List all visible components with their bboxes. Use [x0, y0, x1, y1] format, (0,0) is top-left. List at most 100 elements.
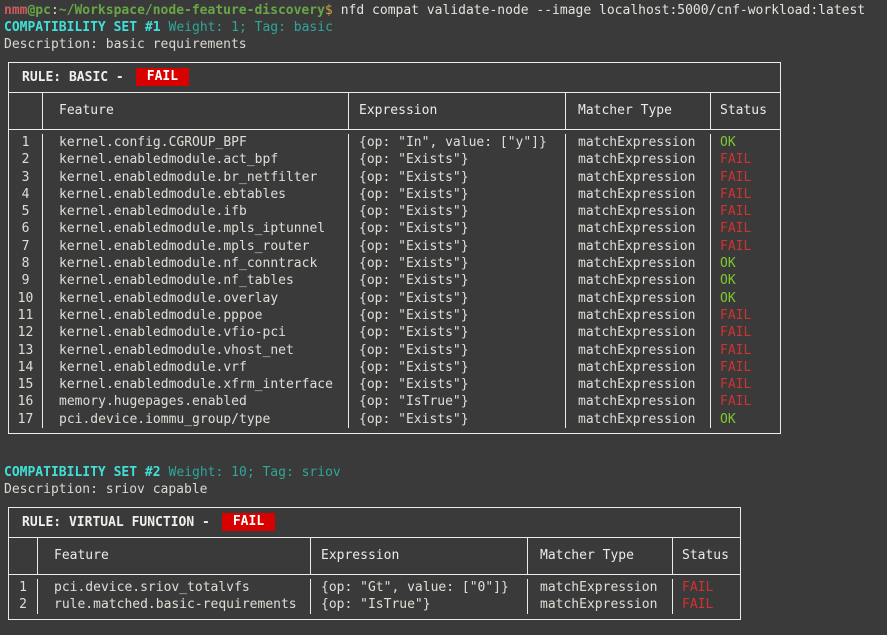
- cell-status: FAIL: [720, 377, 752, 393]
- cell-status: OK: [720, 290, 736, 306]
- cell-status: FAIL: [720, 186, 752, 202]
- table-row: 3 kernel.enabledmodule.br_netfilter {op:…: [9, 168, 780, 186]
- cell-feature: kernel.enabledmodule.nf_conntrack: [43, 255, 349, 273]
- table-row: 14 kernel.enabledmodule.vrf {op: "Exists…: [9, 358, 780, 377]
- cell-matcher: matchExpression: [566, 324, 711, 342]
- cell-feature: kernel.enabledmodule.br_netfilter: [43, 168, 349, 186]
- cell-matcher: matchExpression: [566, 255, 711, 273]
- cell-row-index: 2: [9, 151, 43, 169]
- table-row: 11 kernel.enabledmodule.pppoe {op: "Exis…: [9, 306, 780, 325]
- cell-status: OK: [720, 256, 736, 272]
- cell-matcher: matchExpression: [566, 289, 711, 307]
- rule-title-row: RULE: VIRTUAL FUNCTION - FAIL: [9, 508, 740, 539]
- cell-expression: {op: "Exists"}: [349, 324, 566, 342]
- cell-matcher: matchExpression: [566, 358, 711, 377]
- prompt-line: nmm@pc:~/Workspace/node-feature-discover…: [4, 2, 883, 19]
- table-row: 1 pci.device.sriov_totalvfs {op: "Gt", v…: [9, 579, 740, 597]
- col-header-index: [9, 538, 38, 575]
- table-body: 1 kernel.config.CGROUP_BPF {op: "In", va…: [9, 130, 780, 433]
- cell-feature: memory.hugepages.enabled: [43, 393, 349, 411]
- cell-row-index: 1: [9, 579, 38, 597]
- set-heading: COMPATIBILITY SET #2 Weight: 10; Tag: sri…: [4, 464, 883, 481]
- set-meta: Weight: 1; Tag: basic: [168, 20, 333, 35]
- cell-matcher: matchExpression: [566, 168, 711, 186]
- cell-matcher: matchExpression: [528, 579, 673, 597]
- cell-matcher: matchExpression: [566, 410, 711, 429]
- cell-status: FAIL: [720, 152, 752, 168]
- rule-status-badge: FAIL: [135, 68, 190, 86]
- cell-row-index: 2: [9, 596, 38, 614]
- set-title: COMPATIBILITY SET #1: [4, 20, 161, 35]
- col-header-matcher: Matcher Type: [566, 93, 711, 129]
- prompt-path: ~/Workspace/node-feature-discovery: [58, 3, 325, 18]
- cell-row-index: 15: [9, 376, 43, 394]
- col-header-feature: Feature: [43, 93, 349, 129]
- table-row: 6 kernel.enabledmodule.mpls_iptunnel {op…: [9, 220, 780, 238]
- cell-row-index: 14: [9, 358, 43, 377]
- cell-expression: {op: "In", value: ["y"]}: [349, 134, 566, 152]
- cell-row-index: 16: [9, 393, 43, 411]
- cell-status: OK: [720, 273, 736, 289]
- cell-row-index: 7: [9, 237, 43, 256]
- cell-expression: {op: "Exists"}: [349, 185, 566, 204]
- cell-status: FAIL: [720, 238, 752, 254]
- table-row: 10 kernel.enabledmodule.overlay {op: "Ex…: [9, 289, 780, 307]
- col-header-index: [9, 93, 43, 129]
- cell-expression: {op: "Exists"}: [349, 151, 566, 169]
- cell-expression: {op: "Exists"}: [349, 168, 566, 186]
- set-description: Description: basic requirements: [4, 37, 247, 52]
- cell-matcher: matchExpression: [566, 220, 711, 238]
- cell-matcher: matchExpression: [566, 272, 711, 290]
- rule-table-virtual-function: RULE: VIRTUAL FUNCTION - FAIL Feature Ex…: [8, 507, 741, 620]
- table-row: 7 kernel.enabledmodule.mpls_router {op: …: [9, 237, 780, 256]
- table-row: 1 kernel.config.CGROUP_BPF {op: "In", va…: [9, 134, 780, 152]
- cell-expression: {op: "Exists"}: [349, 410, 566, 429]
- cell-row-index: 1: [9, 134, 43, 152]
- cell-row-index: 11: [9, 306, 43, 325]
- cell-matcher: matchExpression: [566, 393, 711, 411]
- col-header-matcher: Matcher Type: [528, 538, 673, 575]
- rule-title-label: RULE: BASIC -: [22, 69, 124, 85]
- command-text: nfd compat validate-node --image localho…: [340, 3, 866, 18]
- cell-status: FAIL: [720, 394, 752, 410]
- cell-status: FAIL: [720, 221, 752, 237]
- cell-status: FAIL: [720, 325, 752, 341]
- prompt-user: nmm: [4, 3, 28, 18]
- cell-feature: pci.device.sriov_totalvfs: [38, 579, 311, 597]
- cell-feature: kernel.enabledmodule.overlay: [43, 289, 349, 307]
- cell-row-index: 12: [9, 324, 43, 342]
- table-row: 16 memory.hugepages.enabled {op: "IsTrue…: [9, 393, 780, 411]
- column-header-row: Feature Expression Matcher Type Status: [9, 93, 780, 130]
- cell-status: FAIL: [720, 169, 752, 185]
- col-header-status: Status: [682, 548, 729, 564]
- cell-expression: {op: "Exists"}: [349, 220, 566, 238]
- col-header-expression: Expression: [311, 538, 528, 575]
- cell-feature: kernel.enabledmodule.vfio-pci: [43, 324, 349, 342]
- cell-matcher: matchExpression: [566, 376, 711, 394]
- set-heading: COMPATIBILITY SET #1 Weight: 1; Tag: basi…: [4, 19, 883, 36]
- table-row: 15 kernel.enabledmodule.xfrm_interface {…: [9, 376, 780, 394]
- column-header-row: Feature Expression Matcher Type Status: [9, 538, 740, 576]
- table-body: 1 pci.device.sriov_totalvfs {op: "Gt", v…: [9, 575, 740, 619]
- cell-expression: {op: "IsTrue"}: [311, 596, 528, 614]
- compat-set-1-section: COMPATIBILITY SET #1 Weight: 1; Tag: basi…: [4, 19, 883, 435]
- cell-expression: {op: "Exists"}: [349, 306, 566, 325]
- cell-feature: kernel.config.CGROUP_BPF: [43, 134, 349, 152]
- cell-row-index: 3: [9, 168, 43, 186]
- cell-status: FAIL: [682, 597, 714, 613]
- rule-title-label: RULE: VIRTUAL FUNCTION -: [22, 514, 210, 530]
- cell-status: FAIL: [682, 580, 714, 596]
- table-row: 13 kernel.enabledmodule.vhost_net {op: "…: [9, 341, 780, 359]
- col-header-expression: Expression: [349, 93, 566, 129]
- cell-matcher: matchExpression: [566, 134, 711, 152]
- cell-status: FAIL: [720, 204, 752, 220]
- cell-matcher: matchExpression: [566, 341, 711, 359]
- set-meta: Weight: 10; Tag: sriov: [168, 465, 341, 481]
- cell-feature: kernel.enabledmodule.ifb: [43, 203, 349, 221]
- cell-status: FAIL: [720, 342, 752, 358]
- table-row: 2 kernel.enabledmodule.act_bpf {op: "Exi…: [9, 151, 780, 169]
- cell-feature: kernel.enabledmodule.ebtables: [43, 185, 349, 204]
- cell-feature: kernel.enabledmodule.vhost_net: [43, 341, 349, 359]
- cell-feature: kernel.enabledmodule.xfrm_interface: [43, 376, 349, 394]
